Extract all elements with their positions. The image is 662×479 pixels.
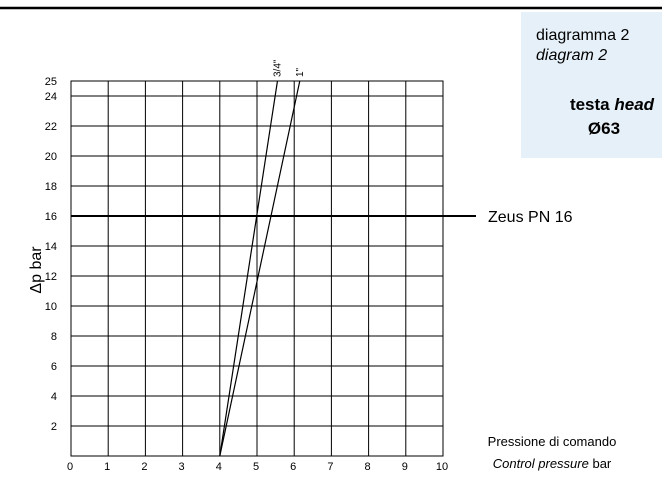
x-tick-label: 5 bbox=[253, 461, 259, 473]
x-tick-label: 7 bbox=[327, 461, 333, 473]
panel-size: Ø63 bbox=[588, 119, 620, 138]
y-tick-label: 14 bbox=[45, 241, 57, 253]
x-tick-label: 0 bbox=[67, 461, 73, 473]
panel-line2: diagram 2 bbox=[536, 47, 607, 64]
y-tick-label: 24 bbox=[45, 91, 57, 103]
y-tick-label: 18 bbox=[45, 181, 57, 193]
y-tick-label: 10 bbox=[45, 301, 57, 313]
panel-line1: diagramma 2 bbox=[536, 27, 629, 44]
y-axis-label: Δp bar bbox=[28, 246, 45, 294]
panel-head: testa head bbox=[570, 95, 655, 114]
head-en: head bbox=[614, 95, 654, 114]
x-axis-label-it: Pressione di comando bbox=[488, 434, 617, 449]
x-tick-label: 6 bbox=[290, 461, 296, 473]
y-tick-label: 8 bbox=[51, 331, 57, 343]
y-tick-label: 22 bbox=[45, 121, 57, 133]
y-tick-label: 4 bbox=[51, 391, 57, 403]
y-tick-label: 20 bbox=[45, 151, 57, 163]
x-tick-label: 3 bbox=[179, 461, 185, 473]
y-tick-label: 25 bbox=[45, 76, 57, 88]
x-tick-label: 1 bbox=[104, 461, 110, 473]
series-label: 3/4" bbox=[272, 59, 283, 77]
x-label-en: Control pressure bbox=[493, 456, 589, 471]
y-tick-label: 12 bbox=[45, 271, 57, 283]
series-line bbox=[219, 80, 279, 457]
x-tick-label: 4 bbox=[216, 461, 222, 473]
x-tick-label: 10 bbox=[436, 461, 448, 473]
y-tick-label: 2 bbox=[51, 421, 57, 433]
info-panel bbox=[521, 12, 662, 158]
series-line bbox=[219, 80, 301, 457]
y-tick-label: 6 bbox=[51, 361, 57, 373]
series-label: 1" bbox=[295, 67, 306, 77]
x-tick-label: 2 bbox=[141, 461, 147, 473]
reference-label: Zeus PN 16 bbox=[488, 209, 573, 226]
head-it: testa bbox=[570, 95, 610, 114]
x-tick-label: 9 bbox=[402, 461, 408, 473]
x-tick-label: 8 bbox=[365, 461, 371, 473]
y-tick-label: 16 bbox=[45, 211, 57, 223]
x-axis-label-en: Control pressure bar bbox=[493, 456, 612, 471]
x-label-unit: bar bbox=[592, 456, 611, 471]
